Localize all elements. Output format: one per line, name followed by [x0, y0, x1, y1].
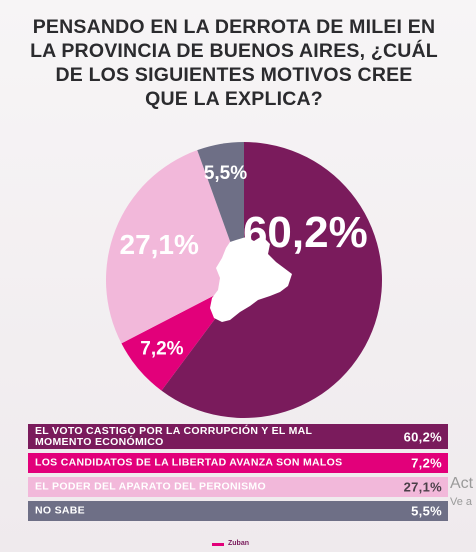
- legend-label-line: MOMENTO ECONÓMICO: [35, 435, 164, 448]
- title-line-1: PENSANDO EN LA DERROTA DE MILEI EN: [32, 16, 436, 38]
- legend-row-candidatos: LOS CANDIDATOS DE LA LIBERTAD AVANZA SON…: [28, 453, 448, 473]
- pie-slice-label: 5,5%: [204, 163, 247, 184]
- legend-label-line: LOS CANDIDATOS DE LA LIBERTAD AVANZA SON…: [35, 456, 343, 469]
- legend-value: 60,2%: [403, 429, 442, 444]
- title-line-2: LA PROVINCIA DE BUENOS AIRES, ¿CUÁL: [30, 40, 438, 62]
- footer-logo: Zuban: [212, 540, 252, 552]
- pie-slice-label: 60,2%: [243, 208, 368, 257]
- legend-row-no-sabe: NO SABE 5,5%: [28, 501, 448, 521]
- legend-value: 27,1%: [403, 479, 442, 495]
- legend: EL VOTO CASTIGO POR LA CORRUPCIÓN Y EL M…: [28, 424, 448, 525]
- pie-slice-label: 7,2%: [140, 339, 183, 360]
- buenos-aires-map-icon: [210, 236, 292, 322]
- legend-value: 7,2%: [411, 455, 442, 471]
- legend-label-line: NO SABE: [35, 504, 85, 517]
- watermark-line-1: Act: [450, 475, 474, 492]
- legend-label-line: EL PODER DEL APARATO DEL PERONISMO: [35, 480, 266, 493]
- title-line-4: QUE LA EXPLICA?: [145, 88, 323, 110]
- legend-row-voto-castigo: EL VOTO CASTIGO POR LA CORRUPCIÓN Y EL M…: [28, 424, 448, 449]
- watermark-text: Act Ve a: [450, 474, 473, 510]
- logo-text: Zuban: [228, 540, 249, 547]
- title-line-3: DE LOS SIGUIENTES MOTIVOS CREE: [55, 64, 413, 86]
- pie-slice-label: 27,1%: [120, 229, 199, 260]
- legend-row-peronismo: EL PODER DEL APARATO DEL PERONISMO 27,1%: [28, 477, 448, 497]
- legend-value: 5,5%: [411, 503, 442, 519]
- pie-slice: [106, 150, 245, 344]
- chart-title: PENSANDO EN LA DERROTA DE MILEI EN LA PR…: [14, 15, 454, 111]
- watermark-line-2: Ve a: [450, 496, 473, 508]
- logo-bar-icon: [212, 543, 224, 546]
- legend-label-line: EL VOTO CASTIGO POR LA CORRUPCIÓN Y EL M…: [35, 424, 313, 437]
